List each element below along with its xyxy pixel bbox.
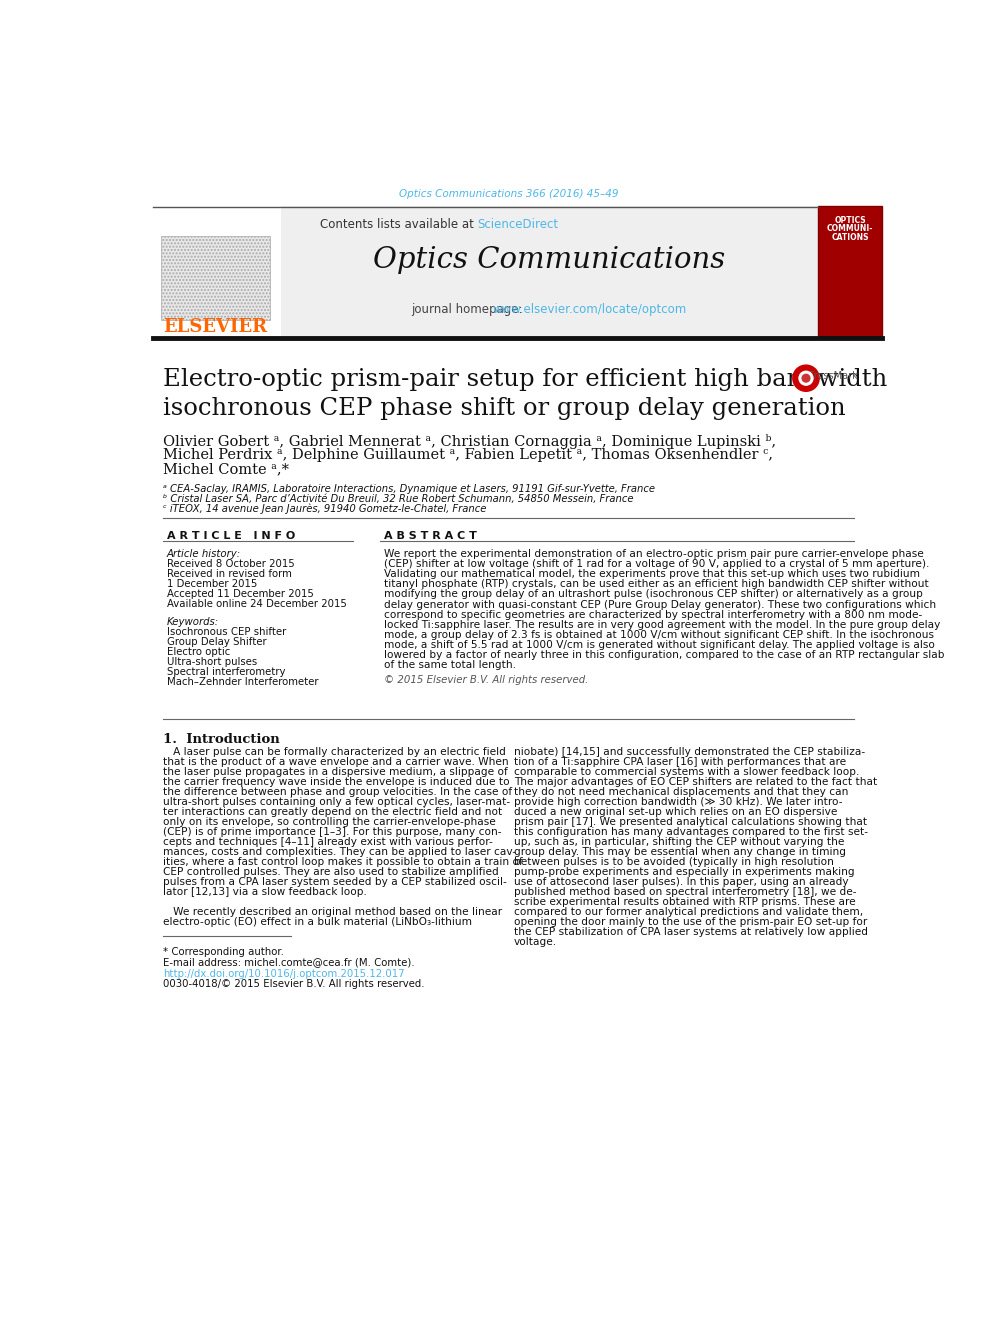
Text: (CEP) is of prime importance [1–3]. For this purpose, many con-: (CEP) is of prime importance [1–3]. For … — [163, 827, 501, 837]
Text: E-mail address: michel.comte@cea.fr (M. Comte).: E-mail address: michel.comte@cea.fr (M. … — [163, 958, 415, 967]
Text: Optics Communications: Optics Communications — [373, 246, 725, 274]
Text: Keywords:: Keywords: — [167, 617, 219, 627]
Text: locked Ti:sapphire laser. The results are in very good agreement with the model.: locked Ti:sapphire laser. The results ar… — [384, 619, 940, 630]
Text: Spectral interferometry: Spectral interferometry — [167, 667, 285, 677]
Text: Isochronous CEP shifter: Isochronous CEP shifter — [167, 627, 286, 636]
Bar — [281, 206, 818, 337]
Text: between pulses is to be avoided (typically in high resolution: between pulses is to be avoided (typical… — [514, 857, 833, 867]
Text: Group Delay Shifter: Group Delay Shifter — [167, 636, 266, 647]
Text: Validating our mathematical model, the experiments prove that this set-up which : Validating our mathematical model, the e… — [384, 569, 920, 579]
Text: the carrier frequency wave inside the envelope is induced due to: the carrier frequency wave inside the en… — [163, 777, 509, 787]
Text: delay generator with quasi-constant CEP (Pure Group Delay generator). These two : delay generator with quasi-constant CEP … — [384, 599, 935, 610]
Text: of the same total length.: of the same total length. — [384, 660, 516, 671]
Text: Electro-optic prism-pair setup for efficient high bandwidth
isochronous CEP phas: Electro-optic prism-pair setup for effic… — [163, 368, 887, 421]
Text: A laser pulse can be formally characterized by an electric field: A laser pulse can be formally characteri… — [163, 747, 506, 757]
Text: electro-optic (EO) effect in a bulk material (LiNbO₃-lithium: electro-optic (EO) effect in a bulk mate… — [163, 917, 472, 927]
Text: Available online 24 December 2015: Available online 24 December 2015 — [167, 599, 346, 609]
Text: We report the experimental demonstration of an electro-optic prism pair pure car: We report the experimental demonstration… — [384, 549, 924, 560]
Text: compared to our former analytical predictions and validate them,: compared to our former analytical predic… — [514, 908, 863, 917]
Text: niobate) [14,15] and successfully demonstrated the CEP stabiliza-: niobate) [14,15] and successfully demons… — [514, 747, 865, 757]
Text: OPTICS: OPTICS — [834, 216, 866, 225]
Text: ultra-short pulses containing only a few optical cycles, laser-mat-: ultra-short pulses containing only a few… — [163, 796, 510, 807]
Text: ᶜ iTEOX, 14 avenue Jean Jaurès, 91940 Gometz-le-Chatel, France: ᶜ iTEOX, 14 avenue Jean Jaurès, 91940 Go… — [163, 504, 486, 515]
Text: Ultra-short pulses: Ultra-short pulses — [167, 658, 257, 667]
Circle shape — [793, 365, 819, 392]
Text: © 2015 Elsevier B.V. All rights reserved.: © 2015 Elsevier B.V. All rights reserved… — [384, 675, 588, 685]
Text: COMMUNI-: COMMUNI- — [827, 225, 873, 233]
Text: published method based on spectral interferometry [18], we de-: published method based on spectral inter… — [514, 888, 856, 897]
Circle shape — [799, 372, 813, 385]
Text: A R T I C L E   I N F O: A R T I C L E I N F O — [167, 531, 295, 541]
Text: journal homepage:: journal homepage: — [411, 303, 526, 316]
Text: The major advantages of EO CEP shifters are related to the fact that: The major advantages of EO CEP shifters … — [514, 777, 877, 787]
Bar — [818, 206, 882, 337]
Text: pulses from a CPA laser system seeded by a CEP stabilized oscil-: pulses from a CPA laser system seeded by… — [163, 877, 507, 888]
Text: Michel Perdrix ᵃ, Delphine Guillaumet ᵃ, Fabien Lepetit ᵃ, Thomas Oksenhendler ᶜ: Michel Perdrix ᵃ, Delphine Guillaumet ᵃ,… — [163, 448, 773, 462]
Text: Electro optic: Electro optic — [167, 647, 230, 658]
Text: 1 December 2015: 1 December 2015 — [167, 579, 257, 589]
Text: mances, costs and complexities. They can be applied to laser cav-: mances, costs and complexities. They can… — [163, 847, 516, 857]
Text: CEP controlled pulses. They are also used to stabilize amplified: CEP controlled pulses. They are also use… — [163, 867, 499, 877]
Text: We recently described an original method based on the linear: We recently described an original method… — [163, 908, 502, 917]
Text: that is the product of a wave envelope and a carrier wave. When: that is the product of a wave envelope a… — [163, 757, 508, 767]
Text: cepts and techniques [4–11] already exist with various perfor-: cepts and techniques [4–11] already exis… — [163, 837, 492, 847]
Circle shape — [803, 374, 809, 382]
Text: use of attosecond laser pulses). In this paper, using an already: use of attosecond laser pulses). In this… — [514, 877, 848, 888]
Text: lowered by a factor of nearly three in this configuration, compared to the case : lowered by a factor of nearly three in t… — [384, 650, 944, 660]
Text: they do not need mechanical displacements and that they can: they do not need mechanical displacement… — [514, 787, 848, 796]
Text: ScienceDirect: ScienceDirect — [477, 218, 558, 230]
Text: duced a new original set-up which relies on an EO dispersive: duced a new original set-up which relies… — [514, 807, 837, 818]
Text: titanyl phosphate (RTP) crystals, can be used either as an efficient high bandwi: titanyl phosphate (RTP) crystals, can be… — [384, 579, 929, 590]
Text: scribe experimental results obtained with RTP prisms. These are: scribe experimental results obtained wit… — [514, 897, 855, 908]
Text: Accepted 11 December 2015: Accepted 11 December 2015 — [167, 589, 313, 599]
Text: Received in revised form: Received in revised form — [167, 569, 292, 579]
Text: http://dx.doi.org/10.1016/j.optcom.2015.12.017: http://dx.doi.org/10.1016/j.optcom.2015.… — [163, 968, 405, 979]
Text: CrossMark: CrossMark — [807, 370, 858, 381]
Text: the laser pulse propagates in a dispersive medium, a slippage of: the laser pulse propagates in a dispersi… — [163, 767, 508, 777]
Text: mode, a group delay of 2.3 fs is obtained at 1000 V/cm without significant CEP s: mode, a group delay of 2.3 fs is obtaine… — [384, 630, 933, 640]
Text: pump-probe experiments and especially in experiments making: pump-probe experiments and especially in… — [514, 867, 854, 877]
Text: this configuration has many advantages compared to the first set-: this configuration has many advantages c… — [514, 827, 868, 837]
Text: Article history:: Article history: — [167, 549, 241, 560]
Text: modifying the group delay of an ultrashort pulse (isochronous CEP shifter) or al: modifying the group delay of an ultrasho… — [384, 590, 923, 599]
Text: (CEP) shifter at low voltage (shift of 1 rad for a voltage of 90 V, applied to a: (CEP) shifter at low voltage (shift of 1… — [384, 560, 929, 569]
Text: ter interactions can greatly depend on the electric field and not: ter interactions can greatly depend on t… — [163, 807, 502, 818]
Bar — [153, 206, 281, 337]
Text: ELSEVIER: ELSEVIER — [164, 318, 268, 336]
Text: lator [12,13] via a slow feedback loop.: lator [12,13] via a slow feedback loop. — [163, 888, 367, 897]
Text: CATIONS: CATIONS — [831, 233, 869, 242]
Text: the difference between phase and group velocities. In the case of: the difference between phase and group v… — [163, 787, 512, 796]
Text: ᵇ Cristal Laser SA, Parc d’Activité Du Breuil, 32 Rue Robert Schumann, 54850 Mes: ᵇ Cristal Laser SA, Parc d’Activité Du B… — [163, 493, 633, 504]
Text: mode, a shift of 5.5 rad at 1000 V/cm is generated without significant delay. Th: mode, a shift of 5.5 rad at 1000 V/cm is… — [384, 640, 934, 650]
Text: Michel Comte ᵃ,*: Michel Comte ᵃ,* — [163, 462, 289, 476]
Text: voltage.: voltage. — [514, 937, 557, 947]
Text: Optics Communications 366 (2016) 45–49: Optics Communications 366 (2016) 45–49 — [399, 189, 618, 200]
Text: * Corresponding author.: * Corresponding author. — [163, 947, 284, 958]
Text: Received 8 October 2015: Received 8 October 2015 — [167, 560, 295, 569]
Text: Mach–Zehnder Interferometer: Mach–Zehnder Interferometer — [167, 677, 318, 687]
Text: only on its envelope, so controlling the carrier-envelope-phase: only on its envelope, so controlling the… — [163, 818, 495, 827]
Text: opening the door mainly to the use of the prism-pair EO set-up for: opening the door mainly to the use of th… — [514, 917, 867, 927]
Text: Olivier Gobert ᵃ, Gabriel Mennerat ᵃ, Christian Cornaggia ᵃ, Dominique Lupinski : Olivier Gobert ᵃ, Gabriel Mennerat ᵃ, Ch… — [163, 434, 776, 450]
Text: comparable to commercial systems with a slower feedback loop.: comparable to commercial systems with a … — [514, 767, 859, 777]
Text: www.elsevier.com/locate/optcom: www.elsevier.com/locate/optcom — [493, 303, 687, 316]
Text: A B S T R A C T: A B S T R A C T — [384, 531, 476, 541]
Text: correspond to specific geometries are characterized by spectral interferometry w: correspond to specific geometries are ch… — [384, 610, 922, 619]
Text: tion of a Ti:sapphire CPA laser [16] with performances that are: tion of a Ti:sapphire CPA laser [16] wit… — [514, 757, 846, 767]
Text: ᵃ CEA-Saclay, IRAMIS, Laboratoire Interactions, Dynamique et Lasers, 91191 Gif-s: ᵃ CEA-Saclay, IRAMIS, Laboratoire Intera… — [163, 484, 655, 493]
Bar — [161, 235, 270, 320]
Text: the CEP stabilization of CPA laser systems at relatively low applied: the CEP stabilization of CPA laser syste… — [514, 927, 868, 937]
Text: ities, where a fast control loop makes it possible to obtain a train of: ities, where a fast control loop makes i… — [163, 857, 523, 867]
Text: 1.  Introduction: 1. Introduction — [163, 733, 280, 746]
Text: Contents lists available at: Contents lists available at — [319, 218, 477, 230]
Text: up, such as, in particular, shifting the CEP without varying the: up, such as, in particular, shifting the… — [514, 837, 844, 847]
Text: group delay. This may be essential when any change in timing: group delay. This may be essential when … — [514, 847, 846, 857]
Text: provide high correction bandwidth (≫ 30 kHz). We later intro-: provide high correction bandwidth (≫ 30 … — [514, 796, 842, 807]
Text: prism pair [17]. We presented analytical calculations showing that: prism pair [17]. We presented analytical… — [514, 818, 867, 827]
Text: 0030-4018/© 2015 Elsevier B.V. All rights reserved.: 0030-4018/© 2015 Elsevier B.V. All right… — [163, 979, 425, 988]
